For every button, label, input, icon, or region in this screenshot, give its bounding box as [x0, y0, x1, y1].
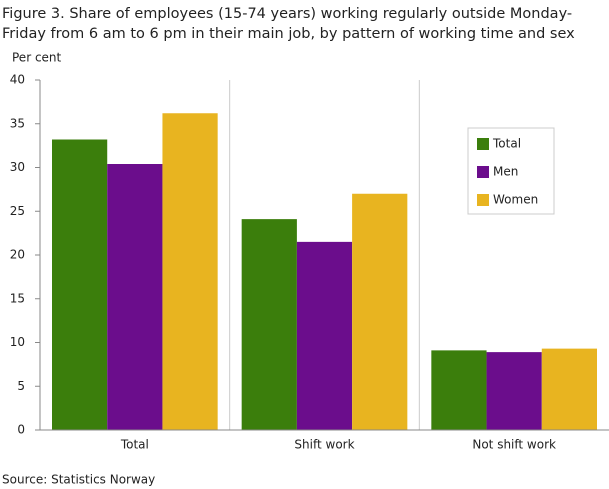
legend-swatch [477, 166, 489, 178]
bar [541, 348, 597, 430]
legend-label: Total [492, 137, 521, 151]
y-axis-label: Per cent [12, 51, 62, 65]
legend-swatch [477, 138, 489, 150]
legend-label: Women [493, 193, 538, 207]
bar [296, 241, 353, 430]
y-tick-label: 30 [10, 160, 25, 174]
bar [52, 139, 108, 430]
y-tick-label: 40 [10, 73, 25, 87]
x-tick-label: Not shift work [472, 438, 556, 452]
chart-title: Figure 3. Share of employees (15-74 year… [2, 6, 575, 42]
source: Source: Statistics Norway [2, 473, 155, 487]
y-tick-label: 15 [10, 291, 25, 305]
y-tick-label: 10 [10, 335, 25, 349]
y-tick-label: 35 [10, 116, 25, 130]
bar [486, 352, 542, 430]
bar [241, 219, 297, 430]
bar [431, 350, 487, 430]
y-tick-label: 5 [17, 379, 25, 393]
y-tick-label: 20 [10, 248, 25, 262]
bar [352, 193, 408, 430]
y-tick-label: 25 [10, 204, 25, 218]
x-tick-label: Shift work [294, 438, 354, 452]
y-tick-label: 0 [17, 423, 25, 437]
bar [162, 113, 218, 430]
bar [107, 164, 163, 430]
legend-label: Men [493, 165, 518, 179]
x-tick-label: Total [120, 438, 149, 452]
legend-swatch [477, 194, 489, 206]
